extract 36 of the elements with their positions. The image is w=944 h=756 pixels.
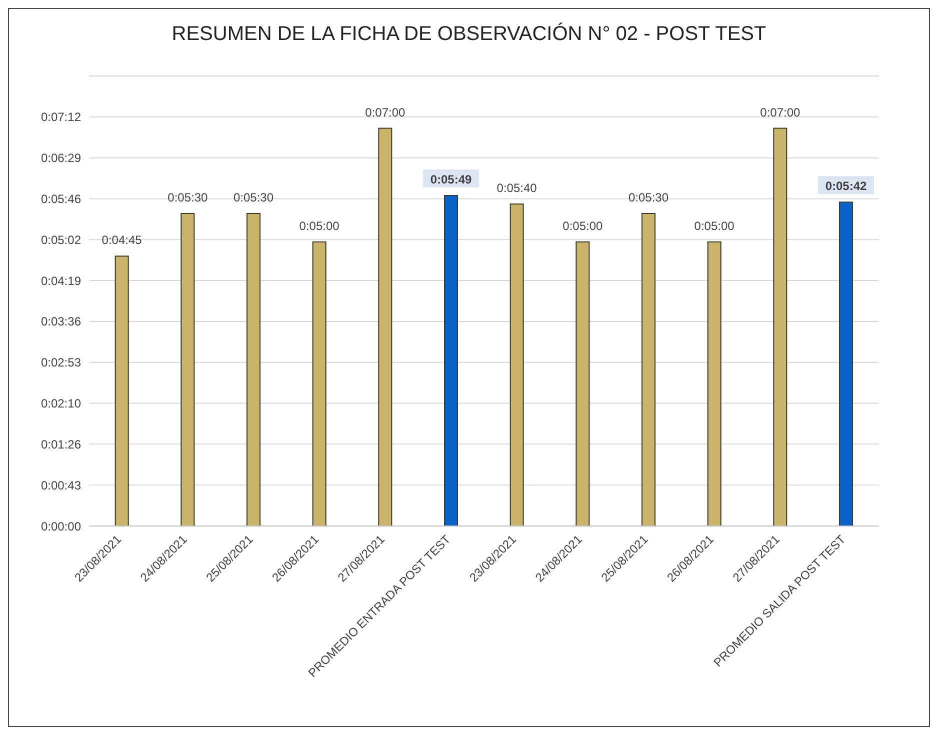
y-tick-label: 0:00:00 bbox=[40, 519, 82, 534]
bar bbox=[312, 241, 326, 526]
bar bbox=[114, 256, 129, 526]
bar bbox=[839, 202, 853, 526]
bar bbox=[180, 213, 195, 526]
data-label: 0:05:00 bbox=[562, 218, 604, 233]
y-tick-label: 0:05:46 bbox=[40, 192, 82, 206]
data-label: 0:05:30 bbox=[233, 190, 274, 204]
data-label: 0:04:45 bbox=[102, 233, 142, 248]
chart-title: RESUMEN DE LA FICHA DE OBSERVACIÓN N° 02 - POST TEST bbox=[170, 22, 768, 46]
y-tick-label: 0:02:10 bbox=[40, 396, 82, 411]
y-tick-label: 0:06:29 bbox=[40, 151, 82, 166]
data-label: 0:05:00 bbox=[299, 218, 340, 233]
data-label: 0:05:49 bbox=[430, 172, 472, 187]
bar bbox=[707, 241, 722, 526]
bar bbox=[444, 195, 458, 526]
data-label: 0:05:30 bbox=[628, 190, 669, 204]
data-label: 0:05:40 bbox=[496, 181, 538, 196]
data-label: 0:07:00 bbox=[760, 105, 801, 120]
data-label: 0:07:00 bbox=[365, 105, 406, 120]
bar bbox=[576, 241, 590, 526]
y-tick-label: 0:04:19 bbox=[40, 274, 82, 288]
data-label: 0:05:30 bbox=[168, 190, 208, 204]
data-label: 0:05:00 bbox=[694, 218, 735, 233]
bar bbox=[642, 213, 656, 526]
y-tick-label: 0:01:26 bbox=[40, 437, 82, 452]
y-tick-label: 0:05:02 bbox=[40, 232, 82, 247]
bar bbox=[773, 128, 788, 526]
bar bbox=[510, 204, 524, 526]
bar bbox=[246, 213, 260, 526]
bar bbox=[378, 128, 392, 526]
data-label: 0:05:42 bbox=[825, 179, 867, 194]
y-tick-label: 0:02:53 bbox=[40, 356, 82, 370]
y-tick-label: 0:00:43 bbox=[40, 478, 82, 492]
y-tick-label: 0:03:36 bbox=[40, 314, 82, 329]
y-tick-label: 0:07:12 bbox=[40, 110, 82, 124]
